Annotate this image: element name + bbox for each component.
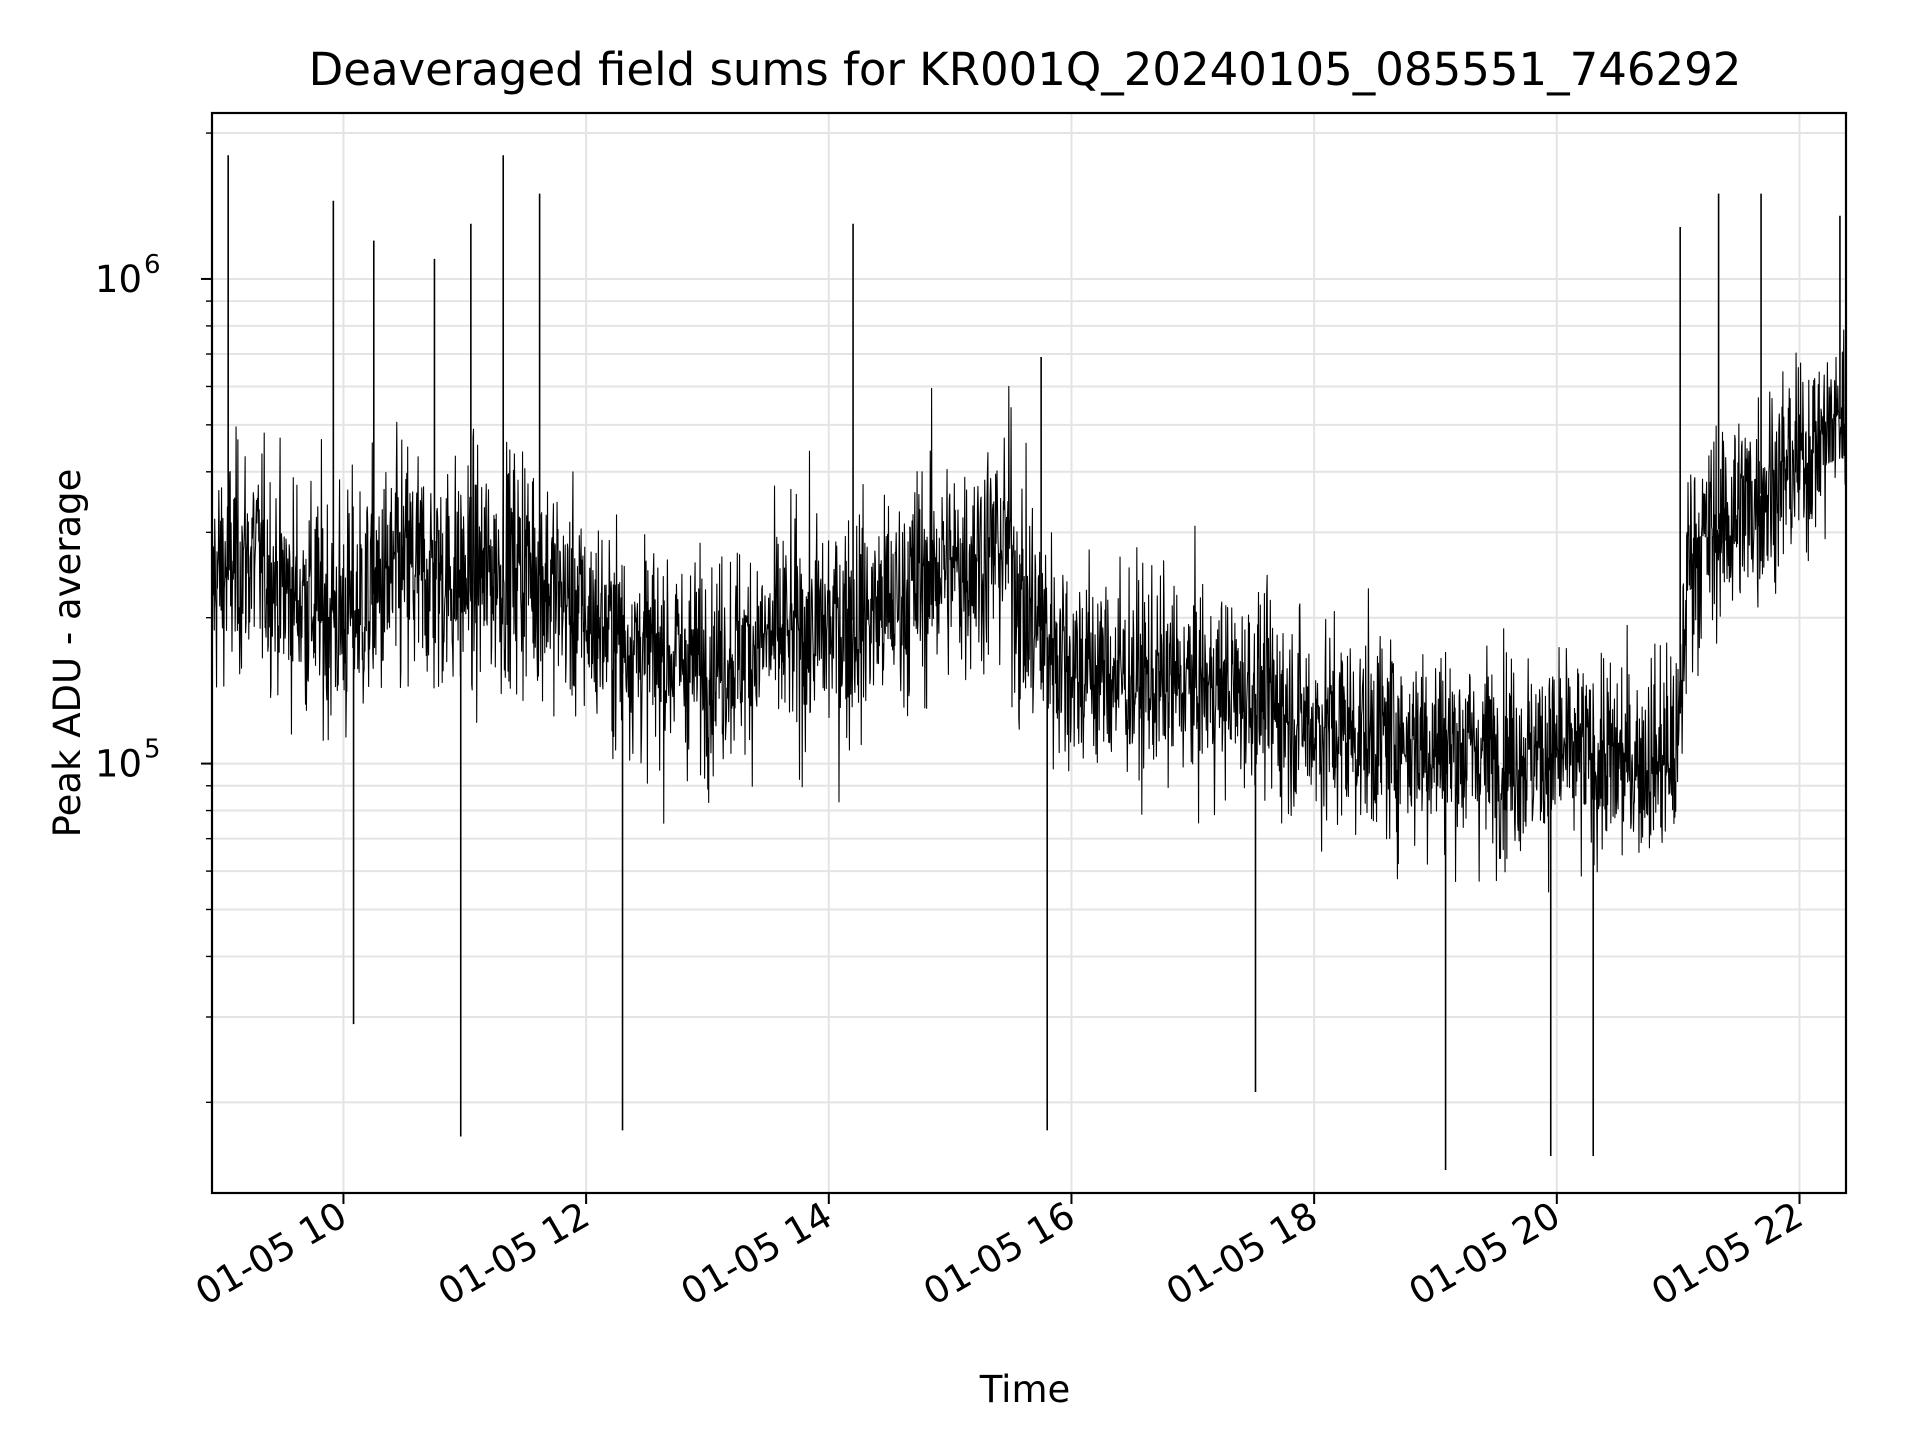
y-tick-base: 10 [95, 743, 142, 786]
y-axis-label: Peak ADU - average [46, 469, 89, 838]
y-tick-label: 10 5 [95, 735, 161, 786]
plot-area-frame [210, 111, 1848, 1195]
y-tick-label: 10 6 [95, 250, 161, 301]
y-tick-base: 10 [95, 258, 142, 301]
chart-title: Deaveraged field sums for KR001Q_2024010… [309, 43, 1742, 96]
series-trace [212, 329, 1846, 893]
x-axis-label: Time [979, 1368, 1071, 1411]
grid [212, 113, 1846, 1193]
series-line [212, 155, 1846, 1171]
y-tick-exponent: 5 [144, 735, 161, 765]
y-tick-exponent: 6 [144, 250, 161, 280]
